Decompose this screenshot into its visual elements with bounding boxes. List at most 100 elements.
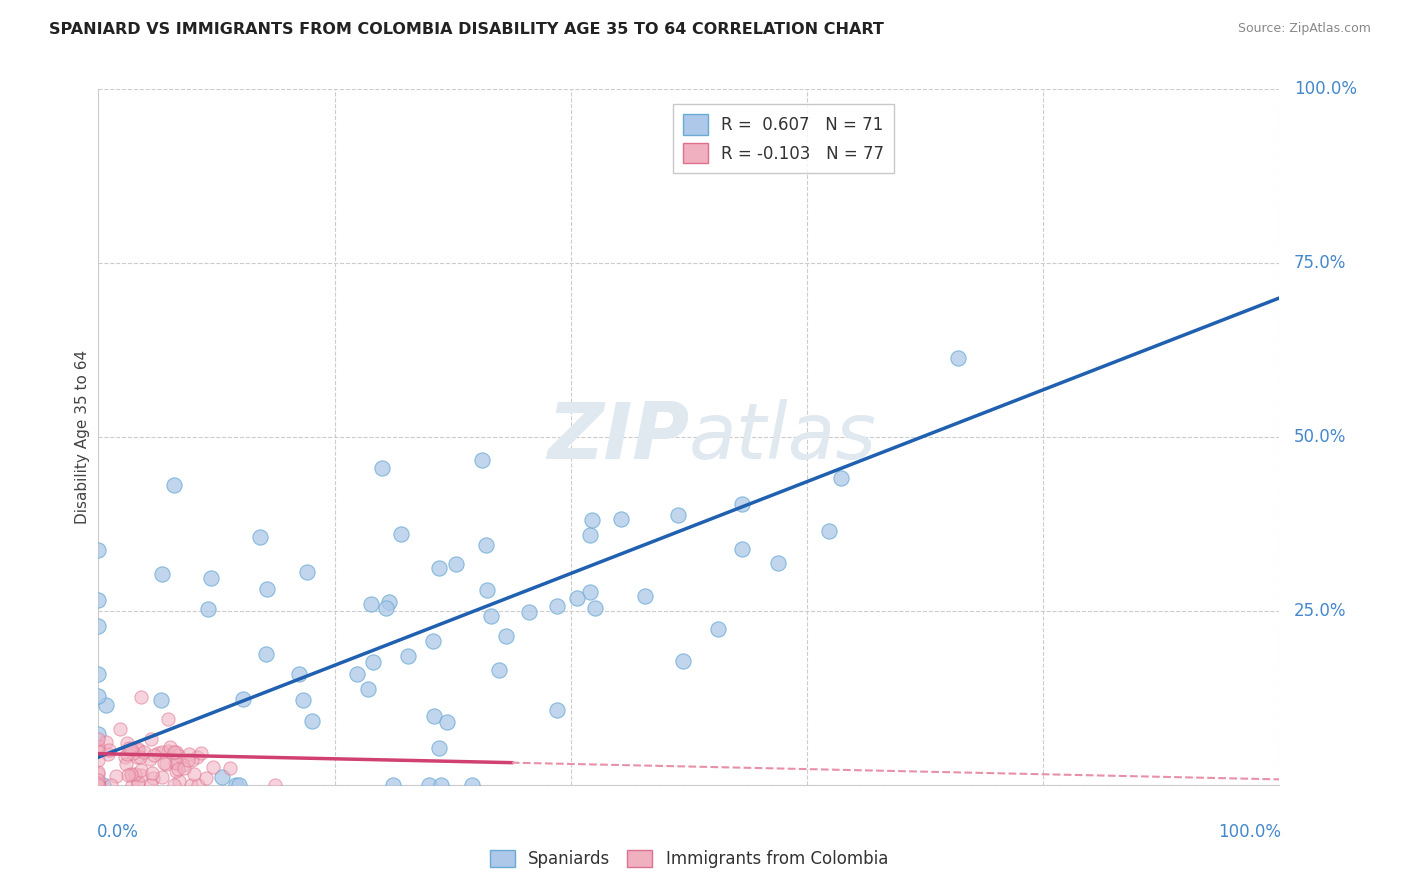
Point	[100, 778, 122, 792]
Point	[153, 756, 176, 771]
Point	[139, 751, 162, 765]
Point	[180, 778, 202, 792]
Point	[115, 756, 138, 771]
Text: SPANIARD VS IMMIGRANTS FROM COLOMBIA DISABILITY AGE 35 TO 64 CORRELATION CHART: SPANIARD VS IMMIGRANTS FROM COLOMBIA DIS…	[49, 22, 884, 37]
Point	[127, 743, 149, 757]
Point	[114, 750, 136, 764]
Point	[461, 778, 484, 792]
Point	[87, 778, 110, 792]
Point	[177, 747, 200, 761]
Point	[87, 775, 110, 789]
Point	[87, 753, 110, 767]
Point	[389, 526, 412, 541]
Point	[378, 595, 401, 609]
Point	[87, 667, 110, 681]
Point	[132, 746, 155, 760]
Point	[162, 745, 184, 759]
Point	[129, 764, 152, 778]
Point	[166, 745, 188, 759]
Text: 75.0%: 75.0%	[1294, 254, 1346, 272]
Point	[173, 761, 195, 775]
Point	[87, 772, 110, 787]
Point	[254, 648, 277, 662]
Point	[125, 750, 148, 764]
Point	[218, 761, 240, 775]
Point	[517, 605, 540, 619]
Point	[129, 750, 152, 764]
Point	[150, 745, 173, 759]
Point	[201, 759, 224, 773]
Point	[475, 538, 498, 552]
Point	[546, 703, 568, 717]
Point	[98, 742, 121, 756]
Text: 100.0%: 100.0%	[1218, 823, 1281, 841]
Point	[565, 591, 588, 606]
Text: ZIP: ZIP	[547, 399, 689, 475]
Point	[166, 756, 188, 770]
Point	[374, 601, 396, 615]
Point	[150, 567, 173, 582]
Text: 100.0%: 100.0%	[1294, 80, 1357, 98]
Point	[357, 681, 380, 696]
Point	[129, 690, 152, 704]
Point	[163, 478, 186, 492]
Point	[263, 778, 285, 792]
Point	[418, 778, 440, 792]
Point	[87, 619, 110, 633]
Point	[143, 747, 166, 762]
Point	[186, 750, 208, 764]
Point	[167, 747, 190, 762]
Point	[120, 742, 142, 756]
Point	[429, 778, 451, 792]
Point	[167, 774, 190, 789]
Point	[479, 608, 502, 623]
Point	[488, 663, 510, 677]
Point	[121, 766, 143, 780]
Point	[200, 571, 222, 585]
Point	[127, 775, 149, 789]
Point	[187, 778, 209, 792]
Point	[190, 746, 212, 760]
Point	[495, 629, 517, 643]
Point	[122, 746, 145, 760]
Point	[87, 778, 110, 792]
Point	[766, 557, 789, 571]
Point	[141, 766, 163, 780]
Point	[581, 513, 603, 527]
Point	[422, 633, 444, 648]
Point	[87, 593, 110, 607]
Point	[163, 756, 186, 770]
Point	[471, 453, 494, 467]
Y-axis label: Disability Age 35 to 64: Disability Age 35 to 64	[75, 350, 90, 524]
Point	[156, 744, 179, 758]
Point	[211, 770, 233, 784]
Point	[117, 740, 139, 755]
Point	[157, 712, 180, 726]
Point	[948, 351, 970, 366]
Point	[583, 601, 606, 615]
Point	[361, 655, 384, 669]
Text: 25.0%: 25.0%	[1294, 602, 1346, 620]
Point	[97, 747, 120, 761]
Point	[256, 582, 278, 596]
Point	[818, 524, 841, 538]
Point	[87, 776, 110, 790]
Point	[731, 497, 754, 511]
Point	[159, 740, 181, 755]
Point	[666, 508, 689, 522]
Point	[249, 530, 271, 544]
Point	[427, 560, 450, 574]
Point	[127, 776, 149, 790]
Point	[121, 778, 143, 792]
Point	[172, 757, 194, 772]
Point	[297, 565, 319, 579]
Point	[423, 709, 446, 723]
Point	[87, 690, 110, 704]
Point	[288, 666, 311, 681]
Point	[301, 714, 323, 729]
Point	[139, 778, 162, 792]
Point	[120, 768, 142, 782]
Point	[87, 739, 110, 753]
Point	[195, 771, 218, 785]
Point	[108, 722, 131, 736]
